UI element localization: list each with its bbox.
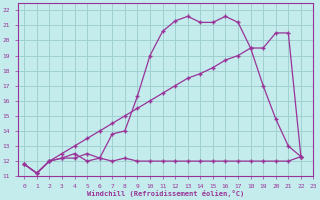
X-axis label: Windchill (Refroidissement éolien,°C): Windchill (Refroidissement éolien,°C)	[87, 190, 244, 197]
